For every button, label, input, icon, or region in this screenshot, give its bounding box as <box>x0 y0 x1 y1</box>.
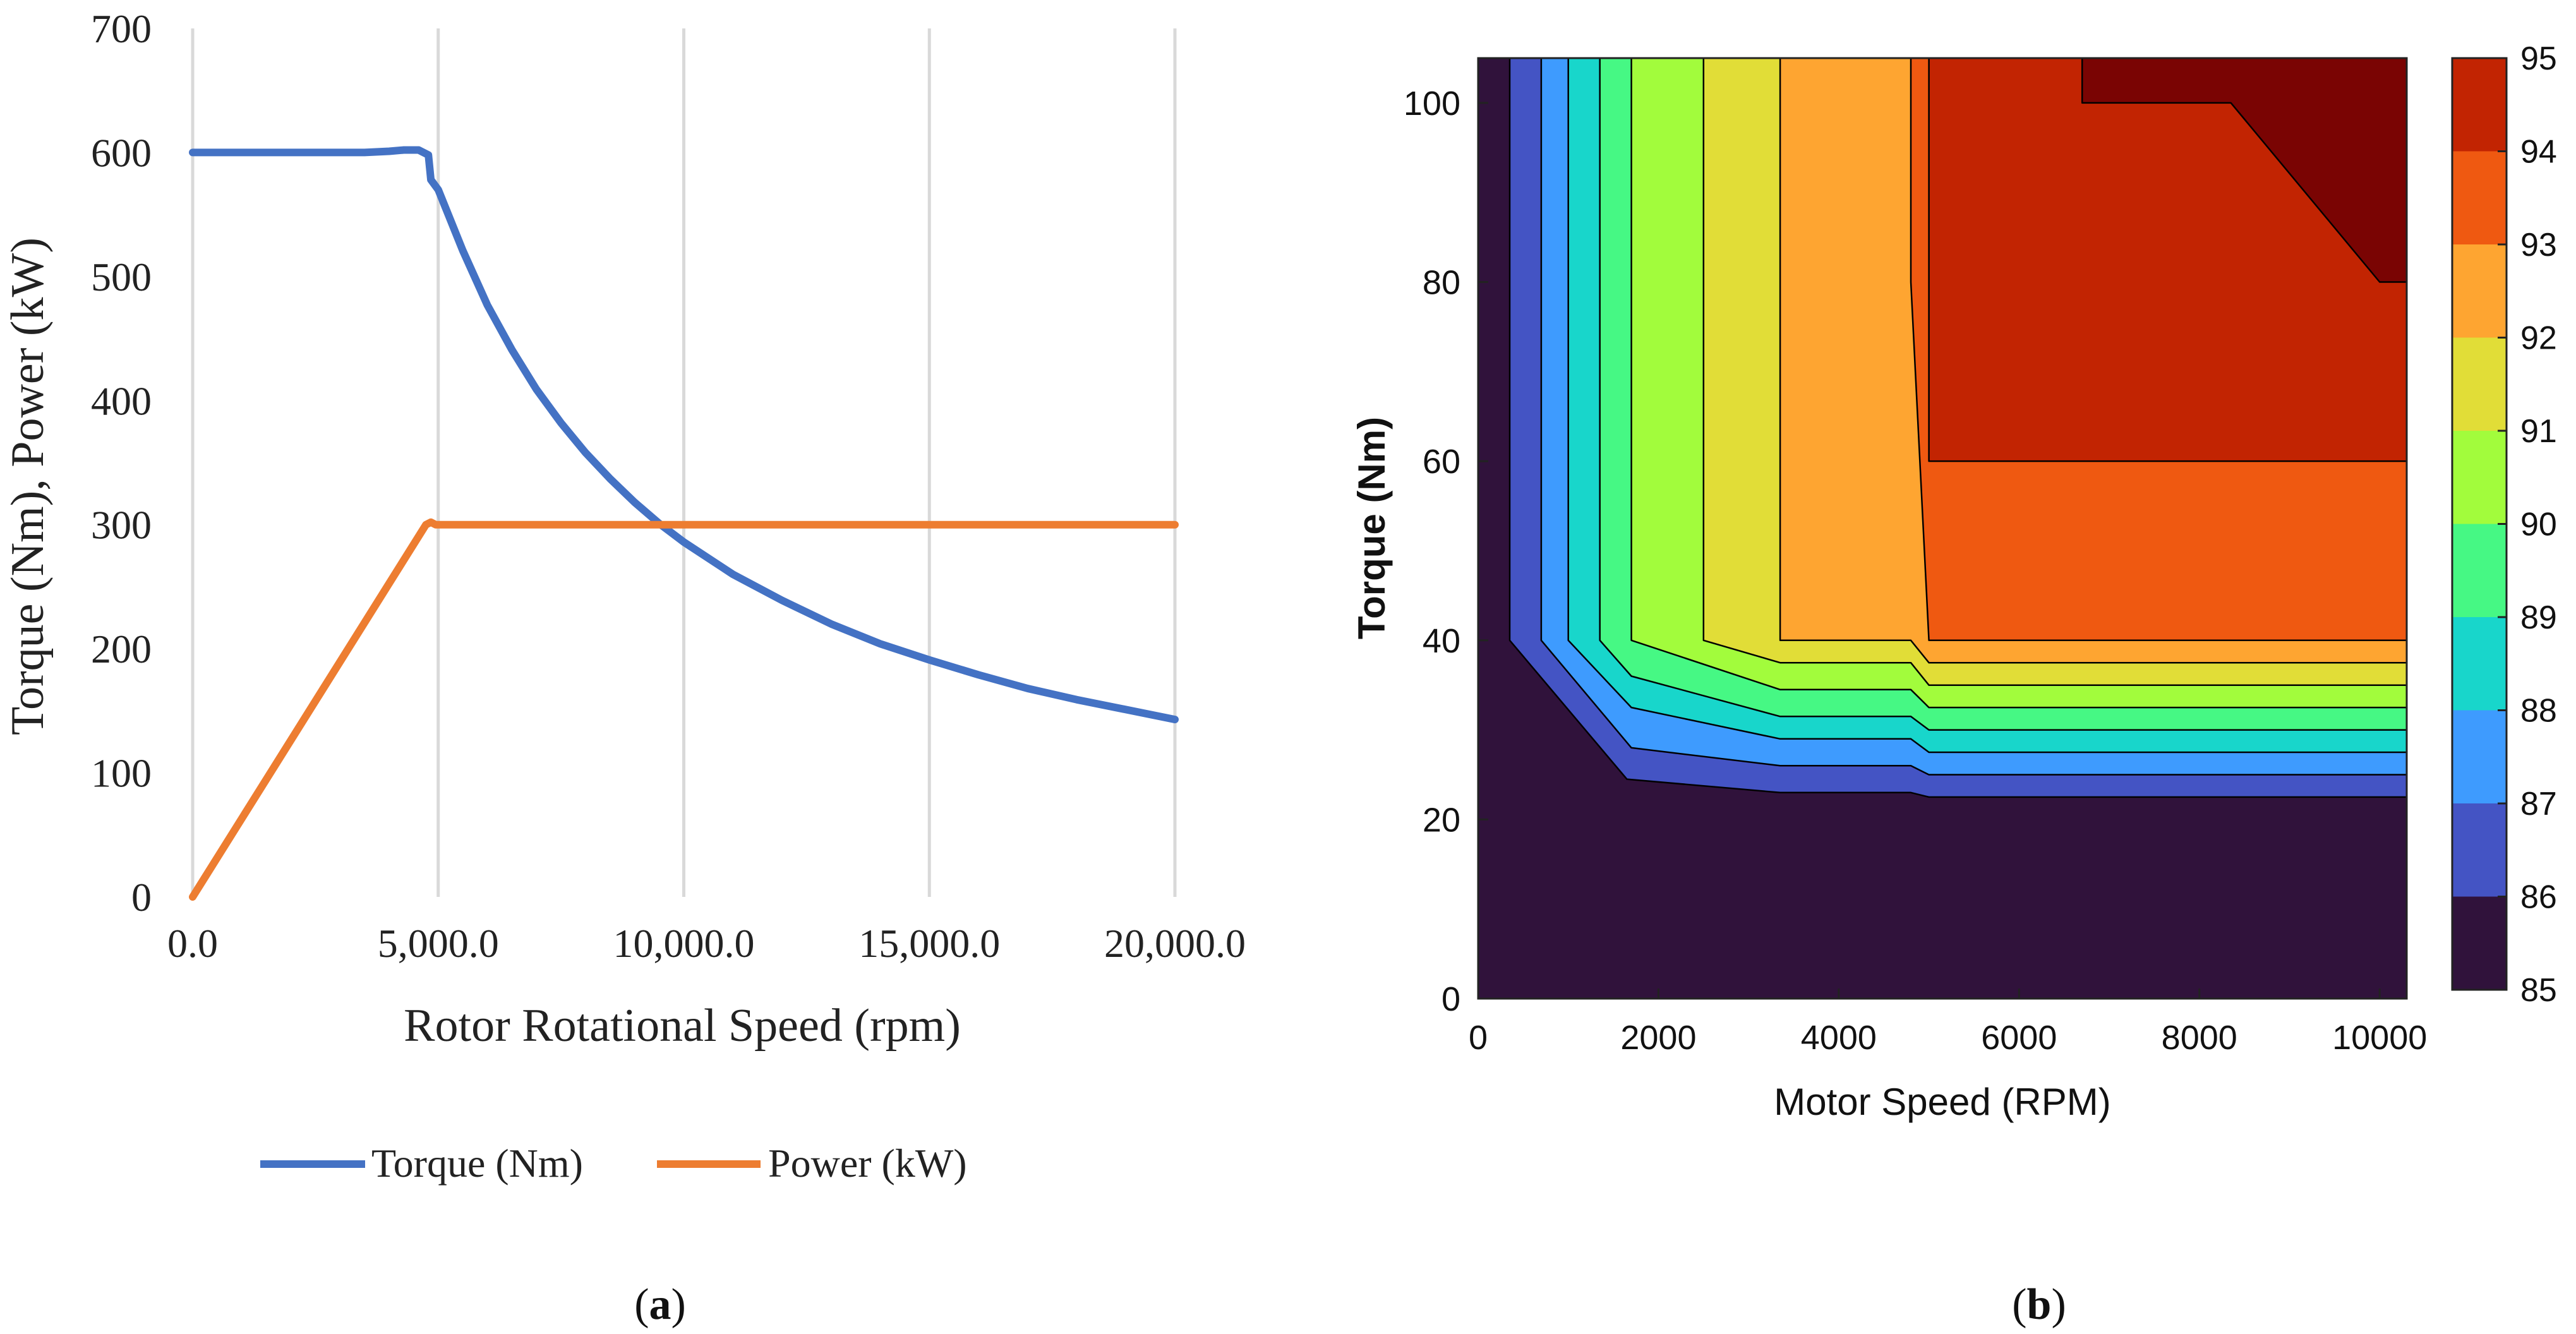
a-y-tick-label: 600 <box>91 130 152 175</box>
colorbar-tick-label: 85 <box>2520 972 2557 1009</box>
b-y-axis-label: Torque (Nm) <box>1351 417 1393 639</box>
b-plot-frame <box>1477 57 2408 1000</box>
b-x-tick-label: 2000 <box>1620 1019 1696 1057</box>
power-series-line <box>189 518 1179 901</box>
a-y-tick-label: 700 <box>91 6 152 51</box>
b-contour-regions <box>1477 57 2408 1000</box>
b-y-tick-label: 60 <box>1423 443 1460 481</box>
colorbar-segment-91 <box>2452 337 2507 431</box>
b-x-tick-label: 8000 <box>2162 1019 2237 1057</box>
colorbar-segment-86 <box>2452 803 2507 897</box>
a-y-tick-label: 500 <box>91 255 152 299</box>
a-x-tick-label: 15,000.0 <box>858 921 1000 966</box>
b-y-tick-label: 100 <box>1404 85 1460 123</box>
a-gridlines <box>191 28 1177 897</box>
b-x-tick-label: 4000 <box>1801 1019 1877 1057</box>
a-x-tick-label: 10,000.0 <box>613 921 755 966</box>
b-y-tick-labels: 0 20 40 60 80 100 <box>1404 85 1488 1018</box>
a-y-tick-label: 200 <box>91 627 152 671</box>
panel-b-contour-plot: 0 2000 4000 6000 8000 10000 0 20 40 60 80 100 Moto… <box>1351 40 2557 1329</box>
colorbar-segment-88 <box>2452 617 2507 711</box>
colorbar-segment-90 <box>2452 431 2507 524</box>
a-x-tick-labels: 0.0 5,000.0 10,000.0 15,000.0 20,000.0 <box>167 921 1246 966</box>
a-legend: Torque (Nm) Power (kW) <box>260 1141 967 1186</box>
b-x-tick-label: 10000 <box>2332 1019 2427 1057</box>
colorbar-tick-label: 88 <box>2520 693 2557 730</box>
a-x-tick-label: 5,000.0 <box>378 921 499 966</box>
panel-a-line-chart: 0.0 5,000.0 10,000.0 15,000.0 20,000.0 0 100 2… <box>2 6 1246 1329</box>
b-x-tick-labels: 0 2000 4000 6000 8000 10000 <box>1469 988 2427 1057</box>
b-y-tick-label: 0 <box>1441 980 1460 1018</box>
a-y-tick-label: 100 <box>91 751 152 796</box>
a-x-axis-label: Rotor Rotational Speed (rpm) <box>404 1000 961 1052</box>
a-y-axis-label: Torque (Nm), Power (kW) <box>2 237 54 735</box>
a-y-tick-label: 0 <box>131 875 152 920</box>
colorbar-segment-94 <box>2452 58 2507 152</box>
b-y-tick-label: 40 <box>1423 622 1460 660</box>
a-y-tick-labels: 0 100 200 300 400 500 600 700 <box>91 6 152 920</box>
panel-b-label: (b) <box>2012 1280 2066 1329</box>
colorbar-segment-85 <box>2452 896 2507 990</box>
torque-series-line <box>189 146 1179 724</box>
legend-label-power: Power (kW) <box>768 1141 967 1186</box>
b-x-tick-label: 0 <box>1469 1019 1488 1057</box>
colorbar-tick-label: 90 <box>2520 507 2557 543</box>
colorbar-segment-93 <box>2452 151 2507 244</box>
colorbar-tick-label: 87 <box>2520 786 2557 822</box>
a-x-tick-label: 0.0 <box>167 921 218 966</box>
colorbar-tick-label: 95 <box>2520 40 2557 77</box>
colorbar-tick-label: 86 <box>2520 879 2557 916</box>
colorbar-tick-label: 92 <box>2520 320 2557 357</box>
colorbar-segment-89 <box>2452 524 2507 617</box>
panel-b-letter: b <box>2027 1280 2052 1329</box>
a-y-tick-label: 300 <box>91 503 152 548</box>
b-x-axis-label: Motor Speed (RPM) <box>1774 1081 2111 1123</box>
legend-label-torque: Torque (Nm) <box>371 1141 583 1186</box>
panel-a-letter: a <box>649 1280 671 1329</box>
colorbar-tick-label: 94 <box>2520 134 2557 171</box>
colorbar-tick-label: 93 <box>2520 227 2557 263</box>
colorbar-segment-92 <box>2452 244 2507 338</box>
a-series-lines <box>189 146 1179 901</box>
panel-a-label: (a) <box>634 1280 686 1329</box>
a-x-tick-label: 20,000.0 <box>1104 921 1246 966</box>
colorbar-tick-label: 89 <box>2520 599 2557 636</box>
colorbar-segment-87 <box>2452 710 2507 803</box>
b-y-tick-label: 80 <box>1423 264 1460 302</box>
a-y-tick-label: 400 <box>91 378 152 423</box>
b-x-tick-label: 6000 <box>1981 1019 2057 1057</box>
b-colorbar: 85 86 87 88 89 90 91 92 93 94 95 <box>2451 40 2557 1009</box>
b-y-tick-label: 20 <box>1423 801 1460 839</box>
colorbar-tick-label: 91 <box>2520 413 2557 450</box>
